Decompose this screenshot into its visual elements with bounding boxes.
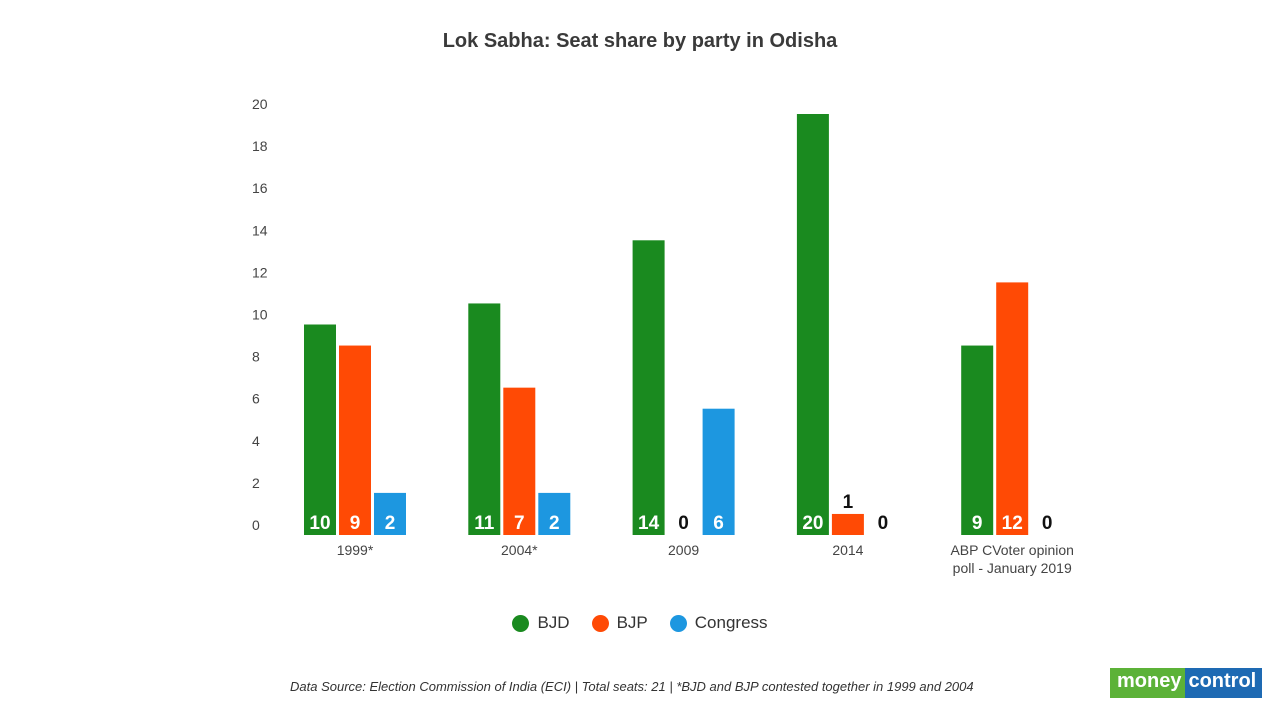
legend-label: BJD: [537, 613, 570, 632]
moneycontrol-logo: money control: [1110, 668, 1263, 698]
data-label: 7: [514, 513, 525, 534]
data-label: 0: [1042, 513, 1053, 534]
data-label: 1: [843, 492, 854, 513]
bar-congress: [702, 408, 735, 535]
data-label: 14: [638, 513, 660, 534]
x-tick-label: 2004*: [501, 542, 538, 558]
y-tick-label: 12: [252, 264, 268, 280]
y-tick-label: 20: [252, 96, 268, 112]
y-tick-label: 2: [252, 475, 260, 491]
bar-bjd: [468, 303, 501, 535]
bar-bjd: [632, 240, 665, 536]
data-label: 20: [802, 513, 823, 534]
data-label: 10: [309, 513, 330, 534]
y-tick-label: 4: [252, 433, 260, 449]
legend-label: Congress: [694, 613, 768, 632]
bar-congress: [538, 492, 571, 535]
data-label: 0: [878, 513, 889, 534]
x-tick-label: 1999*: [337, 542, 374, 558]
x-tick-label: poll - January 2019: [953, 560, 1072, 576]
chart-title: Lok Sabha: Seat share by party in Odisha: [442, 30, 838, 52]
data-label: 12: [1002, 513, 1023, 534]
bar-bjd: [796, 114, 829, 535]
logo-part-control: control: [1185, 668, 1263, 698]
bar-bjd: [304, 324, 336, 535]
data-label: 9: [972, 513, 983, 534]
legend: BJD BJP Congress: [0, 613, 1280, 633]
legend-label: BJP: [616, 613, 648, 632]
y-tick-label: 18: [252, 138, 268, 154]
y-tick-label: 16: [252, 180, 268, 196]
bar-bjp: [831, 513, 864, 535]
y-tick-label: 6: [252, 391, 260, 407]
legend-swatch: [669, 614, 687, 632]
data-label: 6: [713, 513, 724, 534]
y-tick-label: 14: [252, 222, 268, 238]
bar-bjd: [961, 345, 994, 535]
x-tick-label: 2014: [832, 542, 863, 558]
data-source-note: Data Source: Election Commission of Indi…: [290, 679, 974, 694]
legend-item-bjp: BJP: [591, 613, 648, 633]
y-tick-label: 0: [252, 517, 260, 533]
bar-bjp: [339, 345, 371, 535]
bar-bjp: [503, 387, 536, 535]
x-tick-label: ABP CVoter opinion: [950, 542, 1074, 558]
logo-part-money: money: [1110, 668, 1186, 698]
legend-item-bjd: BJD: [512, 613, 570, 633]
legend-swatch: [512, 614, 530, 632]
legend-item-congress: Congress: [669, 613, 768, 633]
data-label: 9: [350, 513, 361, 534]
y-tick-label: 8: [252, 349, 260, 365]
y-tick-label: 10: [252, 307, 268, 323]
data-label: 0: [678, 513, 689, 534]
bar-congress: [374, 492, 406, 535]
x-tick-label: 2009: [668, 542, 699, 558]
bar-bjp: [996, 282, 1029, 535]
data-label: 11: [474, 513, 495, 534]
data-label: 2: [385, 513, 396, 534]
legend-swatch: [591, 614, 609, 632]
data-label: 2: [549, 513, 560, 534]
